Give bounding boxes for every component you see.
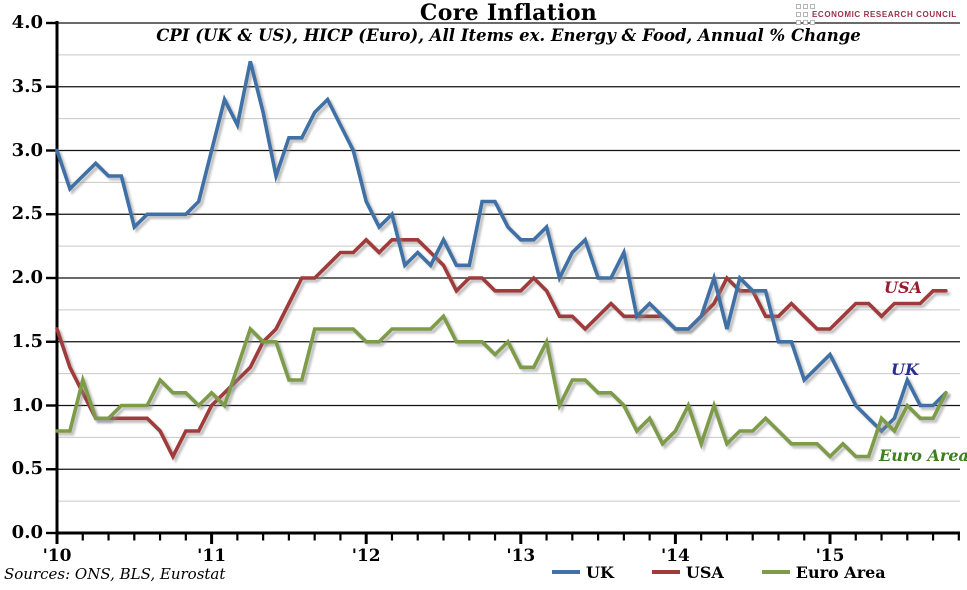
logo-squares-row xyxy=(796,3,957,9)
x-tick-label: '14 xyxy=(660,546,690,566)
uk-series-label: UK xyxy=(891,360,919,379)
usa-line-swatch xyxy=(651,570,680,574)
x-tick-label: '15 xyxy=(815,546,845,566)
x-tick-label: '12 xyxy=(351,546,381,566)
y-tick-label: 3.0 xyxy=(11,139,43,161)
usa-series-label: USA xyxy=(884,278,922,297)
y-tick-label: 2.0 xyxy=(11,267,43,288)
y-tick-label: 0.0 xyxy=(11,522,43,543)
y-tick-label: 1.0 xyxy=(11,394,43,416)
y-tick-label: 0.5 xyxy=(11,458,43,480)
chart-subtitle: CPI (UK & US), HICP (Euro), All Items ex… xyxy=(156,26,861,45)
legend-label-usa: USA xyxy=(685,562,724,582)
legend-item-uk: UK xyxy=(552,563,614,582)
chart-legend: UK USA Euro Area xyxy=(552,560,886,584)
erc-logo: ECONOMIC RESEARCH COUNCIL xyxy=(796,3,957,25)
usa-line-series xyxy=(55,237,948,461)
x-tick-label: '13 xyxy=(506,546,536,566)
y-tick-label: 3.5 xyxy=(11,75,43,97)
uk-line-swatch xyxy=(552,570,580,574)
logo-squares-row: ECONOMIC RESEARCH COUNCIL xyxy=(796,9,957,19)
euro-area-series-label: Euro Area xyxy=(879,446,967,465)
sources-note: Sources: ONS, BLS, Eurostat xyxy=(4,565,226,583)
logo-text: ECONOMIC RESEARCH COUNCIL xyxy=(812,9,957,19)
logo-squares-row xyxy=(796,19,957,25)
x-tick-label: '11 xyxy=(197,546,227,566)
euro-area-line-series xyxy=(55,313,948,460)
legend-label-euro-area: Euro Area xyxy=(795,562,886,582)
legend-label-uk: UK xyxy=(586,562,614,582)
euro-area-line-swatch xyxy=(761,570,790,574)
uk-line-series xyxy=(55,60,948,434)
legend-item-usa: USA xyxy=(651,562,724,582)
y-tick-label: 1.5 xyxy=(11,330,43,352)
legend-item-euro-area: Euro Area xyxy=(761,562,886,582)
chart-title: Core Inflation xyxy=(419,0,598,26)
y-tick-label: 2.5 xyxy=(11,203,43,225)
x-tick-label: '10 xyxy=(42,546,72,566)
y-tick-label: 4.0 xyxy=(11,12,43,33)
